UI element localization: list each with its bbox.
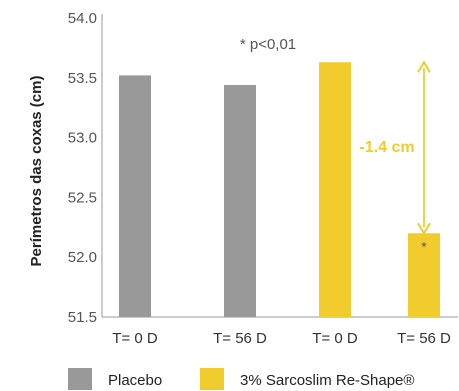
difference-arrow [417, 60, 431, 236]
x-tick-label: T= 0 D [312, 330, 358, 347]
x-tick-label: T= 56 D [397, 330, 451, 347]
y-tick-label: 52.5 [68, 189, 97, 206]
bar-significance-marker: * [421, 238, 427, 254]
bar [408, 233, 440, 317]
y-tick-labels: 51.5 52.0 52.5 53.0 53.5 54.0 [68, 10, 97, 326]
difference-label: -1.4 cm [359, 139, 414, 156]
bars: * [119, 62, 440, 318]
bar [224, 84, 256, 317]
legend: Placebo 3% Sarcoslim Re-Shape® [68, 368, 414, 390]
legend-swatch [68, 368, 92, 390]
y-tick-label: 51.5 [68, 309, 97, 326]
y-tick-label: 54.0 [68, 10, 97, 27]
y-tick-label: 52.0 [68, 249, 97, 266]
bar [119, 75, 151, 318]
x-tick-labels: T= 0 D T= 56 D T= 0 D T= 56 D [112, 330, 451, 347]
x-tick-label: T= 0 D [112, 330, 158, 347]
arrow-head-bottom [417, 222, 431, 236]
bar [319, 62, 351, 317]
significance-note: * p<0,01 [240, 36, 296, 53]
x-tick-label: T= 56 D [213, 330, 267, 347]
y-axis-label: Perímetros das coxas (cm) [28, 76, 45, 267]
legend-label: 3% Sarcoslim Re-Shape® [240, 372, 414, 389]
y-tick-label: 53.0 [68, 130, 97, 147]
arrow-head-top [417, 60, 431, 73]
legend-label: Placebo [108, 372, 162, 389]
y-tick-label: 53.5 [68, 70, 97, 87]
legend-swatch [200, 368, 224, 390]
